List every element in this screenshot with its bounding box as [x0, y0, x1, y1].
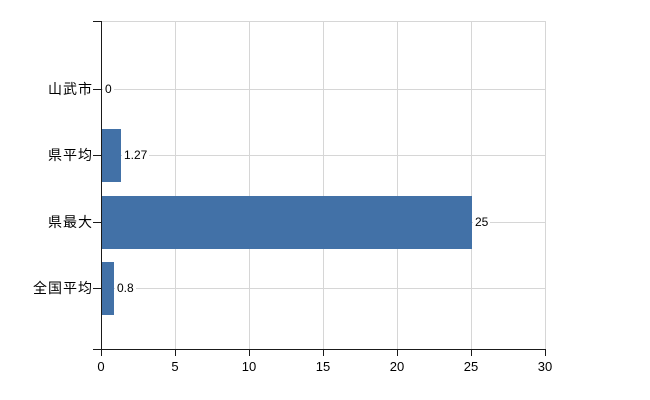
y-tick [93, 222, 101, 223]
category-label-県最大: 県最大 [48, 214, 93, 230]
y-axis-line [101, 21, 102, 349]
category-label-山武市: 山武市 [48, 81, 93, 97]
x-tick [397, 350, 398, 356]
bar-県平均 [102, 129, 121, 182]
x-axis-line [93, 349, 546, 350]
x-tick-label: 10 [241, 359, 257, 374]
category-gridline [101, 288, 545, 289]
vertical-gridline [471, 21, 472, 349]
value-label: 25 [473, 215, 491, 229]
x-tick-label: 0 [97, 359, 105, 374]
x-tick [471, 350, 472, 356]
x-tick [323, 350, 324, 356]
bar-全国平均 [102, 262, 114, 315]
vertical-gridline [545, 21, 546, 349]
x-tick-label: 5 [171, 359, 179, 374]
category-label-県平均: 県平均 [48, 147, 93, 163]
value-label: 0.8 [115, 281, 136, 295]
x-tick [175, 350, 176, 356]
x-tick-label: 15 [315, 359, 331, 374]
x-tick-label: 30 [537, 359, 553, 374]
x-tick-label: 25 [463, 359, 479, 374]
vertical-gridline [175, 21, 176, 349]
bar-県最大 [102, 196, 472, 249]
vertical-gridline [323, 21, 324, 349]
x-tick-label: 20 [389, 359, 405, 374]
x-tick [249, 350, 250, 356]
y-tick [93, 89, 101, 90]
category-gridline [101, 89, 545, 90]
x-tick [101, 350, 102, 356]
category-gridline [101, 155, 545, 156]
y-tick [93, 288, 101, 289]
y-tick [93, 155, 101, 156]
vertical-gridline [249, 21, 250, 349]
value-label: 1.27 [122, 148, 150, 162]
y-axis-top-tick [93, 21, 101, 22]
vertical-gridline [397, 21, 398, 349]
category-label-全国平均: 全国平均 [33, 280, 93, 296]
value-label: 0 [103, 82, 114, 96]
x-tick [545, 350, 546, 356]
